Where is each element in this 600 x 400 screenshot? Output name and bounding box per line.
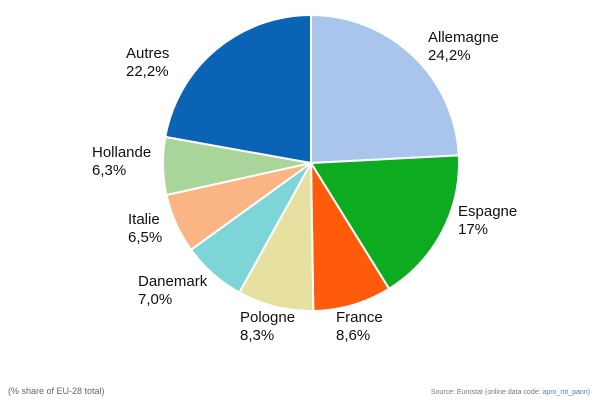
source-code: apro_mt_pann [543, 389, 588, 396]
slice-value-label: 6,5% [128, 229, 162, 246]
slice-value-label: 7,0% [138, 291, 172, 308]
slice-value-label: 22,2% [126, 63, 169, 80]
source-note: Source: Eurostat (online data code: apro… [431, 389, 590, 396]
slice-value-label: 6,3% [92, 162, 126, 179]
slice-label: France [336, 309, 383, 326]
slice-label: Espagne [458, 203, 517, 220]
source-text: Source: Eurostat (online data code: [431, 389, 543, 396]
slice-label: Danemark [138, 273, 208, 290]
slice-value-label: 17% [458, 221, 488, 238]
slice-label: Italie [128, 211, 160, 228]
slice-label: Hollande [92, 144, 151, 161]
slice-value-label: 8,6% [336, 327, 370, 344]
pie-slice [310, 13, 460, 165]
footnote: (% share of EU-28 total) [8, 386, 105, 396]
slice-label: Pologne [240, 309, 295, 326]
slice-label: Autres [126, 45, 169, 62]
pie-slice [309, 154, 460, 291]
source-text: ) [588, 389, 590, 396]
pie-slice [164, 13, 312, 165]
slice-value-label: 24,2% [428, 47, 471, 64]
slice-label: Allemagne [428, 29, 499, 46]
slice-value-label: 8,3% [240, 327, 274, 344]
